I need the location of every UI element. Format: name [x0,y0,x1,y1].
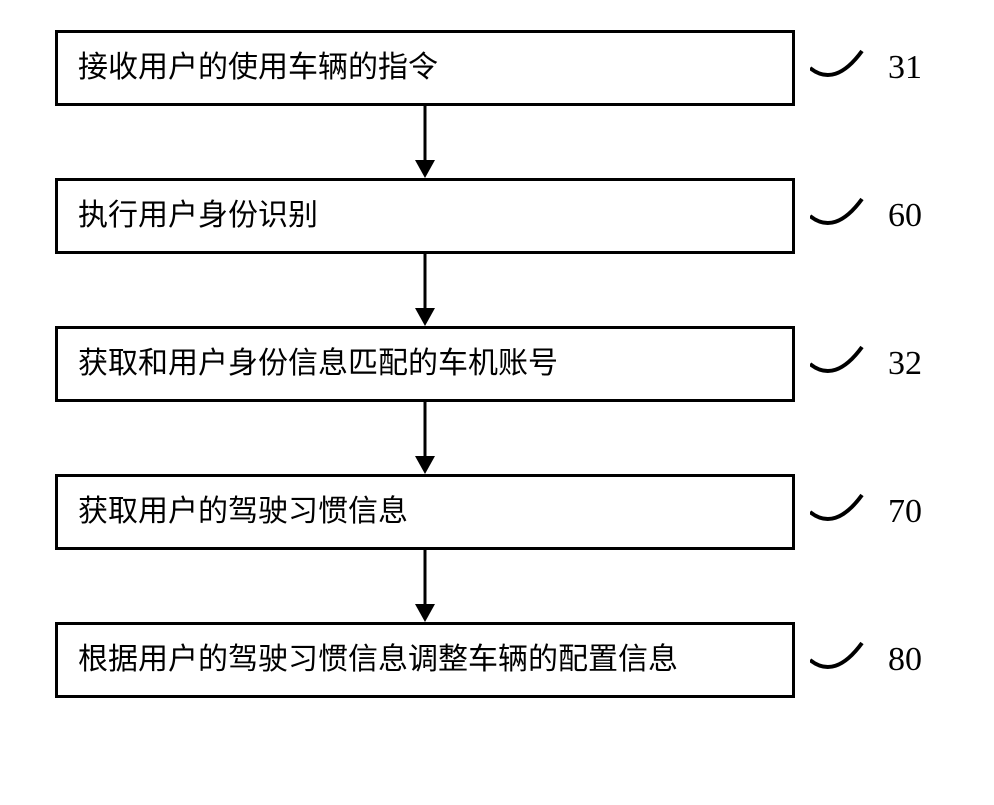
step-box-31: 接收用户的使用车辆的指令 [55,30,795,106]
step-label-32: 32 [810,339,922,389]
step-label-text: 32 [888,345,922,383]
step-box-32: 获取和用户身份信息匹配的车机账号 [55,326,795,402]
step-row-60: 执行用户身份识别 60 [55,178,939,254]
step-label-text: 70 [888,493,922,531]
arrow-down [55,254,795,326]
connector-curve-icon [810,191,880,241]
step-label-31: 31 [810,43,922,93]
arrow-down [55,402,795,474]
step-box-80: 根据用户的驾驶习惯信息调整车辆的配置信息 [55,622,795,698]
arrow-down [55,550,795,622]
connector-curve-icon [810,339,880,389]
flowchart-container: 接收用户的使用车辆的指令 31 执行用户身份识别 60 [55,30,939,698]
arrow-down-icon [410,106,440,178]
step-label-text: 80 [888,641,922,679]
step-label-text: 31 [888,49,922,87]
step-label-80: 80 [810,635,922,685]
arrow-down [55,106,795,178]
arrow-down-icon [410,402,440,474]
step-label-70: 70 [810,487,922,537]
connector-curve-icon [810,487,880,537]
step-text: 接收用户的使用车辆的指令 [78,50,438,86]
step-box-60: 执行用户身份识别 [55,178,795,254]
step-row-70: 获取用户的驾驶习惯信息 70 [55,474,939,550]
connector-curve-icon [810,43,880,93]
step-text: 获取用户的驾驶习惯信息 [78,494,408,530]
step-row-80: 根据用户的驾驶习惯信息调整车辆的配置信息 80 [55,622,939,698]
step-row-31: 接收用户的使用车辆的指令 31 [55,30,939,106]
step-text: 获取和用户身份信息匹配的车机账号 [78,346,558,382]
step-text: 根据用户的驾驶习惯信息调整车辆的配置信息 [78,642,678,678]
arrow-down-icon [410,550,440,622]
arrow-down-icon [410,254,440,326]
step-row-32: 获取和用户身份信息匹配的车机账号 32 [55,326,939,402]
step-box-70: 获取用户的驾驶习惯信息 [55,474,795,550]
step-text: 执行用户身份识别 [78,198,318,234]
connector-curve-icon [810,635,880,685]
step-label-text: 60 [888,197,922,235]
step-label-60: 60 [810,191,922,241]
